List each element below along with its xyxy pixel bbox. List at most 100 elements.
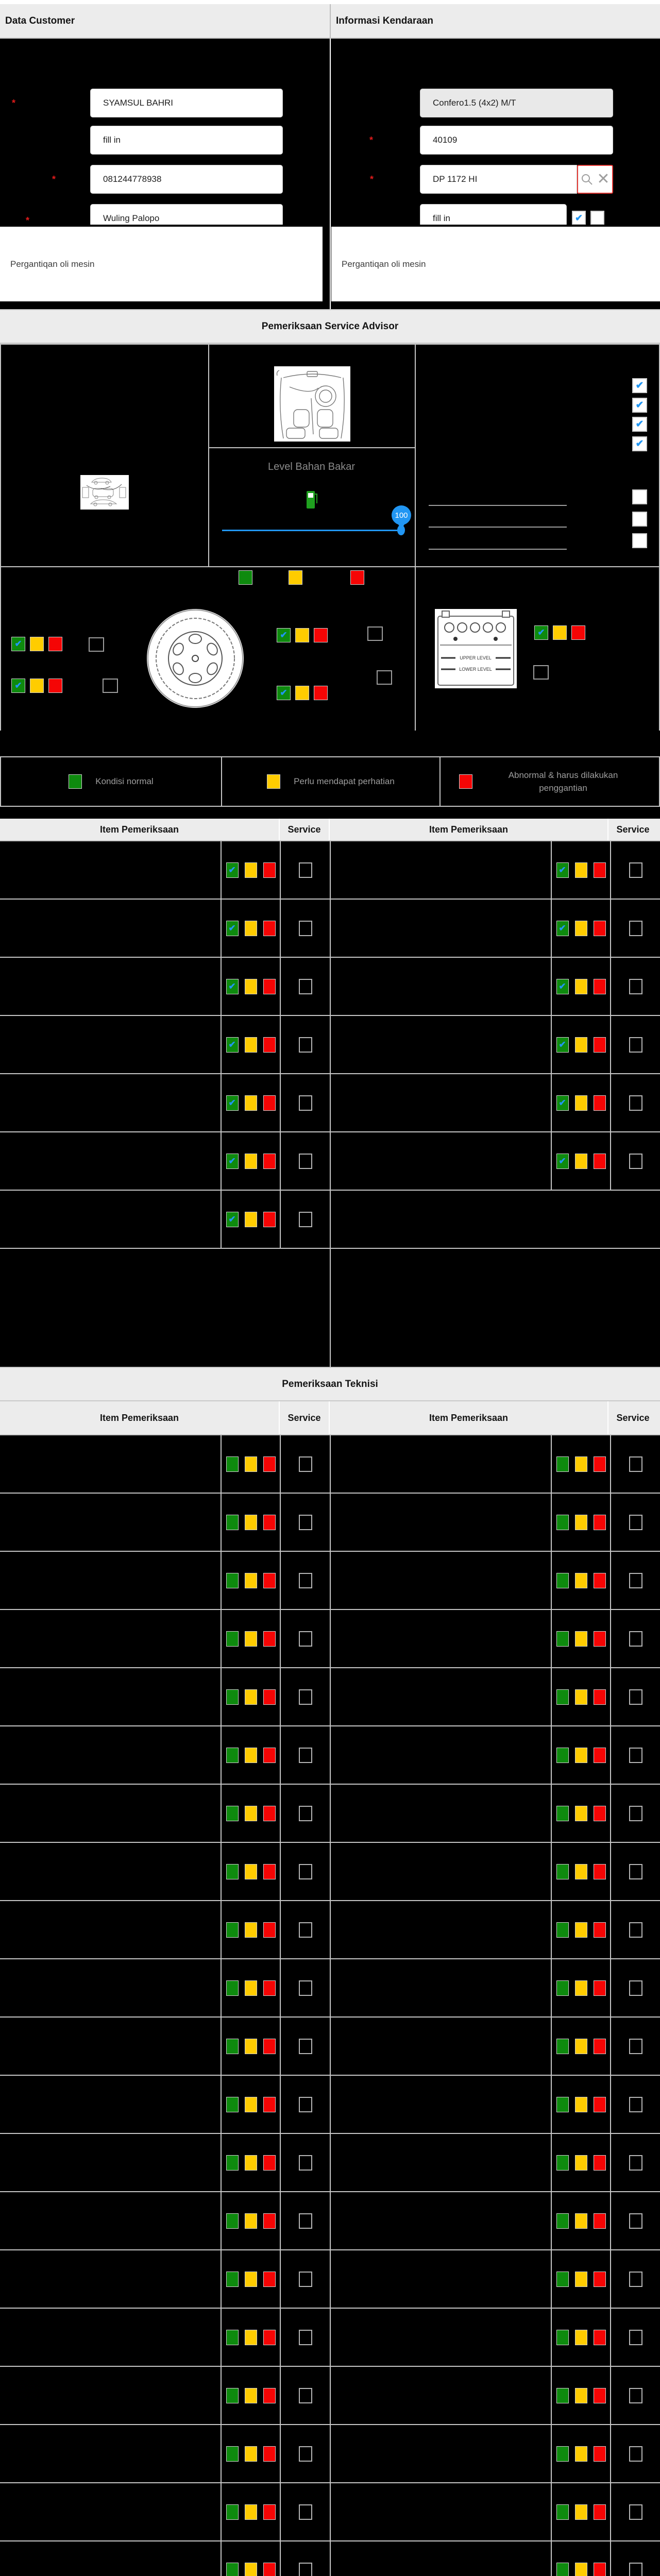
clear-icon[interactable]: ✕ [597, 171, 610, 188]
status-red-square[interactable] [593, 2504, 606, 2520]
service-checkbox[interactable] [629, 978, 642, 994]
status-red-square[interactable] [593, 2213, 606, 2229]
service-checkbox[interactable] [629, 2329, 642, 2345]
service-checkbox[interactable] [629, 2038, 642, 2054]
status-yellow-square[interactable] [574, 1095, 587, 1111]
status-yellow-square[interactable] [295, 686, 309, 700]
service-checkbox[interactable] [629, 2446, 642, 2462]
status-yellow-square[interactable] [244, 1211, 257, 1227]
status-green-square[interactable]: ✔ [226, 978, 239, 994]
service-checkbox[interactable] [298, 978, 312, 994]
status-red-square[interactable] [593, 862, 606, 878]
status-green-square[interactable]: ✔ [277, 686, 291, 700]
service-checkbox[interactable] [298, 2387, 312, 2403]
status-red-square[interactable] [263, 1747, 276, 1763]
status-red-square[interactable] [263, 1689, 276, 1705]
status-yellow-square[interactable] [574, 2155, 587, 2171]
status-red-square[interactable] [314, 628, 328, 642]
service-checkbox[interactable] [629, 1805, 642, 1821]
vehicle-note-textarea[interactable]: Pergantiqan oli mesin [331, 227, 660, 301]
service-checkbox[interactable] [629, 1037, 642, 1053]
status-green-square[interactable] [556, 1456, 569, 1472]
service-checkbox[interactable] [298, 2096, 312, 2112]
status-green-square[interactable] [556, 2504, 569, 2520]
service-checkbox[interactable] [298, 1747, 312, 1763]
status-yellow-square[interactable] [244, 1456, 257, 1472]
service-checkbox[interactable] [629, 1514, 642, 1530]
status-red-square[interactable] [263, 2387, 276, 2403]
tire-fl-service-box[interactable] [89, 637, 104, 652]
status-green-square[interactable]: ✔ [556, 862, 569, 878]
status-yellow-square[interactable] [574, 920, 587, 936]
status-green-square[interactable]: ✔ [226, 1153, 239, 1169]
service-checkbox[interactable] [629, 1456, 642, 1472]
tread-green-square[interactable] [239, 570, 252, 585]
status-yellow-square[interactable] [244, 1037, 257, 1053]
service-checkbox[interactable] [629, 2387, 642, 2403]
status-yellow-square[interactable] [244, 2387, 257, 2403]
service-checkbox[interactable] [629, 1922, 642, 1938]
status-yellow-square[interactable] [574, 2096, 587, 2112]
status-yellow-square[interactable] [574, 2213, 587, 2229]
service-checkbox[interactable] [298, 2155, 312, 2171]
status-red-square[interactable] [593, 1037, 606, 1053]
status-red-square[interactable] [593, 2096, 606, 2112]
battery-service-box[interactable] [533, 665, 549, 680]
status-red-square[interactable] [593, 2329, 606, 2345]
status-red-square[interactable] [263, 2155, 276, 2171]
status-green-square[interactable] [556, 2271, 569, 2287]
status-yellow-square[interactable] [295, 628, 309, 642]
service-checkbox[interactable] [629, 1631, 642, 1647]
status-yellow-square[interactable] [244, 2038, 257, 2054]
tread-red-square[interactable] [350, 570, 364, 585]
service-checkbox[interactable] [629, 1689, 642, 1705]
status-green-square[interactable]: ✔ [556, 920, 569, 936]
customer-name-field[interactable]: SYAMSUL BAHRI [90, 89, 283, 117]
status-red-square[interactable] [263, 2504, 276, 2520]
status-green-square[interactable] [556, 2155, 569, 2171]
status-green-square[interactable]: ✔ [11, 679, 25, 693]
status-yellow-square[interactable] [244, 2329, 257, 2345]
status-red-square[interactable] [593, 1980, 606, 1996]
status-green-square[interactable] [556, 2446, 569, 2462]
status-yellow-square[interactable] [244, 2504, 257, 2520]
service-checkbox[interactable] [629, 2504, 642, 2520]
status-green-square[interactable]: ✔ [556, 978, 569, 994]
status-yellow-square[interactable] [574, 1514, 587, 1530]
search-icon[interactable] [580, 173, 594, 186]
status-green-square[interactable] [226, 1514, 239, 1530]
status-yellow-square[interactable] [244, 2446, 257, 2462]
status-red-square[interactable] [263, 2446, 276, 2462]
status-yellow-square[interactable] [574, 2562, 587, 2576]
status-yellow-square[interactable] [574, 1747, 587, 1763]
status-yellow-square[interactable] [574, 1456, 587, 1472]
status-yellow-square[interactable] [574, 1689, 587, 1705]
status-yellow-square[interactable] [244, 1095, 257, 1111]
status-red-square[interactable] [48, 637, 62, 651]
service-checkbox[interactable] [629, 1572, 642, 1588]
status-green-square[interactable]: ✔ [534, 625, 548, 640]
service-checkbox[interactable] [298, 1095, 312, 1111]
status-green-square[interactable] [226, 2096, 239, 2112]
status-green-square[interactable] [226, 2446, 239, 2462]
status-green-square[interactable] [226, 2387, 239, 2403]
advisor-check-4[interactable]: ✔ [632, 436, 647, 451]
service-checkbox[interactable] [298, 1456, 312, 1472]
service-checkbox[interactable] [629, 2096, 642, 2112]
advisor-empty-box-2[interactable] [632, 512, 647, 527]
status-red-square[interactable] [263, 1922, 276, 1938]
service-checkbox[interactable] [298, 1572, 312, 1588]
status-green-square[interactable] [226, 1805, 239, 1821]
status-yellow-square[interactable] [244, 2096, 257, 2112]
status-red-square[interactable] [593, 2387, 606, 2403]
service-checkbox[interactable] [298, 2562, 312, 2576]
status-green-square[interactable] [556, 1922, 569, 1938]
fuel-slider-handle[interactable] [397, 525, 405, 535]
status-yellow-square[interactable] [574, 2329, 587, 2345]
status-yellow-square[interactable] [574, 1863, 587, 1879]
service-checkbox[interactable] [298, 1153, 312, 1169]
status-green-square[interactable] [226, 2213, 239, 2229]
status-red-square[interactable] [314, 686, 328, 700]
status-green-square[interactable] [226, 1572, 239, 1588]
status-green-square[interactable] [556, 1805, 569, 1821]
